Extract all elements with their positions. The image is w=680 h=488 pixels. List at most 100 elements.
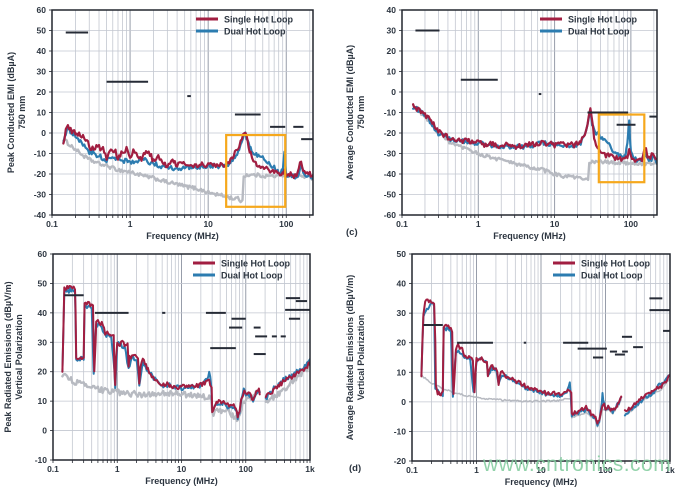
y-tick-label: 30: [38, 337, 48, 347]
axis-title-x: Frequency (MHz): [493, 231, 566, 241]
y-tick-label: -10: [384, 108, 397, 118]
y-tick-label: 30: [387, 26, 397, 36]
y-tick-label: 20: [387, 46, 397, 56]
highlight-box: [225, 133, 287, 208]
y-tick-label: -20: [384, 128, 397, 138]
series-noise: [62, 138, 313, 204]
y-tick-label: 40: [38, 308, 48, 318]
chart-average-conducted-emi: 0.1 1 10 100 40 30 20 10 0 -10 -20 -30 -40 -50 -60 Freq…: [340, 0, 680, 244]
chart-svg-peak-conducted-emi: 0.1 1 10 1006050403020100-10-20-30-40Freque…: [6, 5, 314, 241]
legend-label-single: Single Hot Loop: [581, 259, 650, 269]
series-group: [420, 298, 670, 428]
series-noise: [264, 363, 310, 404]
x-tick-label: 0.1: [46, 219, 58, 229]
plot-frame: [411, 253, 671, 462]
x-tick-label: 10: [203, 219, 213, 229]
y-tick-label: 20: [38, 367, 48, 377]
x-tick-label: 1k: [665, 465, 675, 475]
x-tick-label: 1: [474, 465, 479, 475]
legend: Single Hot Loop Dual Hot Loop: [553, 259, 650, 281]
series-single: [420, 298, 623, 425]
highlight-box: [597, 113, 646, 184]
chart-average-radiated-emissions: 0.1 1 10 100 1k 50 40 30 20 10 0 -10 -20 Frequency (M…: [340, 244, 680, 488]
legend-label-dual: Dual Hot Loop: [221, 271, 283, 281]
y-tick-label: 30: [37, 67, 47, 77]
axis-title-y-line2: 750 mm: [356, 96, 366, 130]
legend-label-single: Single Hot Loop: [224, 15, 293, 25]
x-tick-label: 1k: [305, 464, 315, 474]
x-tick-label: 0.1: [396, 219, 408, 229]
axis-title-y-line2: 750 mm: [17, 96, 27, 130]
y-tick-label: 10: [37, 108, 47, 118]
y-tick-label: -10: [34, 149, 47, 159]
series-single: [61, 285, 261, 419]
chart-svg-average-conducted-emi: 0.1 1 10 100403020100-10-20-30-40-50-60Freq…: [345, 5, 658, 241]
y-tick-label: 40: [397, 279, 407, 289]
legend-label-dual: Dual Hot Loop: [224, 27, 286, 37]
legend: Single Hot Loop Dual Hot Loop: [196, 15, 293, 37]
y-tick-label: 50: [38, 278, 48, 288]
series-single: [62, 124, 313, 180]
legend-label-dual: Dual Hot Loop: [581, 271, 643, 281]
axis-title-x: Frequency (MHz): [505, 477, 578, 487]
series-dual: [623, 374, 670, 417]
chart-peak-conducted-emi: 0.1 1 10 100 60 50 40 30 20 10 0 -10 -20 -30 -40 Freque…: [0, 0, 340, 244]
plot-frame: [51, 9, 314, 216]
y-tick-label: -40: [34, 210, 47, 220]
y-tick-label: -40: [384, 169, 397, 179]
x-tick-label: 0.1: [47, 464, 59, 474]
y-tick-label: 10: [387, 67, 397, 77]
x-tick-label: 100: [279, 219, 293, 229]
y-tick-label: 0: [401, 397, 406, 407]
y-tick-label: 60: [37, 5, 47, 15]
axis-title-y-line1: Average Conducted EMI (dBµA): [345, 45, 355, 180]
x-tick-label: 100: [598, 465, 612, 475]
y-tick-label: 0: [42, 426, 47, 436]
legend-label-single: Single Hot Loop: [568, 15, 637, 25]
series-dual: [62, 126, 313, 181]
panel-label-c: (c): [346, 227, 358, 238]
y-tick-label: 20: [397, 338, 407, 348]
series-group: [61, 285, 310, 423]
chart-peak-radiated-emissions: 0.1 1 10 100 1k 60 50 40 30 20 10 0 -10 Frequency (MH…: [0, 244, 340, 488]
y-tick-label: 0: [41, 128, 46, 138]
y-tick-label: 10: [397, 367, 407, 377]
y-tick-label: 50: [37, 26, 47, 36]
x-tick-label: 100: [239, 464, 253, 474]
y-tick-label: -30: [384, 149, 397, 159]
series-single: [264, 361, 310, 399]
y-tick-label: 40: [387, 5, 397, 15]
y-tick-label: 60: [38, 249, 48, 259]
y-tick-label: -20: [394, 456, 407, 466]
series-group: [62, 124, 313, 204]
x-tick-label: 10: [536, 465, 546, 475]
y-tick-label: -50: [384, 190, 397, 200]
series-single: [623, 373, 670, 413]
x-tick-label: 100: [624, 219, 638, 229]
axis-title-y-line1: Average Radiated Emissions (dBµV/m): [345, 275, 355, 440]
x-tick-label: 10: [177, 464, 187, 474]
y-tick-label: -30: [34, 190, 47, 200]
y-tick-label: 20: [37, 87, 47, 97]
series-noise: [411, 103, 657, 181]
y-tick-label: 0: [391, 87, 396, 97]
x-tick-label: 1: [128, 219, 133, 229]
y-tick-label: 50: [397, 249, 407, 259]
axis-title-x: Frequency (MHz): [145, 476, 218, 486]
plot-frame: [401, 9, 658, 216]
panel-label-d: (d): [349, 463, 362, 474]
axis-title-y-line1: Peak Radiated Emissions (dBµV/m): [3, 281, 13, 432]
legend: Single Hot Loop Dual Hot Loop: [540, 15, 637, 37]
y-tick-label: -20: [34, 169, 47, 179]
y-tick-label: -10: [35, 455, 48, 465]
x-tick-label: 0.1: [406, 465, 418, 475]
series-single: [412, 103, 657, 163]
legend-label-dual: Dual Hot Loop: [568, 27, 630, 37]
x-tick-label: 1: [115, 464, 120, 474]
axis-title-x: Frequency (MHz): [146, 231, 219, 241]
grid: [49, 9, 313, 218]
y-tick-label: 40: [37, 46, 47, 56]
grid: [409, 253, 671, 464]
series-noise: [420, 373, 622, 428]
